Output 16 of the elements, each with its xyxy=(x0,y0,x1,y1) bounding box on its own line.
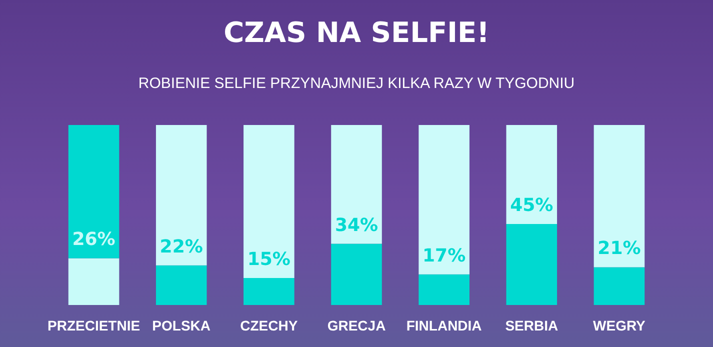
x-tick-label: WEGRY xyxy=(593,318,646,334)
data-label: 22% xyxy=(160,236,203,258)
x-tick-label: CZECHY xyxy=(240,318,298,334)
data-label: 26% xyxy=(72,229,116,250)
x-tick-label: FINLANDIA xyxy=(406,318,482,334)
x-tick-label: PRZECIETNIE xyxy=(47,318,140,334)
data-label: 17% xyxy=(422,245,466,266)
chart-subtitle: ROBIENIE SELFIE PRZYNAJMNIEJ KILKA RAZY W TYGODNIU xyxy=(138,75,575,92)
x-tick-label: POLSKA xyxy=(152,318,211,334)
data-label: 34% xyxy=(334,214,378,236)
data-label: 15% xyxy=(247,249,290,270)
chart-title: CZAS NA SELFIE! xyxy=(224,16,490,49)
x-tick-label: GRECJA xyxy=(327,318,386,334)
x-tick-label: SERBIA xyxy=(505,318,558,334)
data-label: 21% xyxy=(598,238,641,260)
data-label: 45% xyxy=(510,195,554,216)
